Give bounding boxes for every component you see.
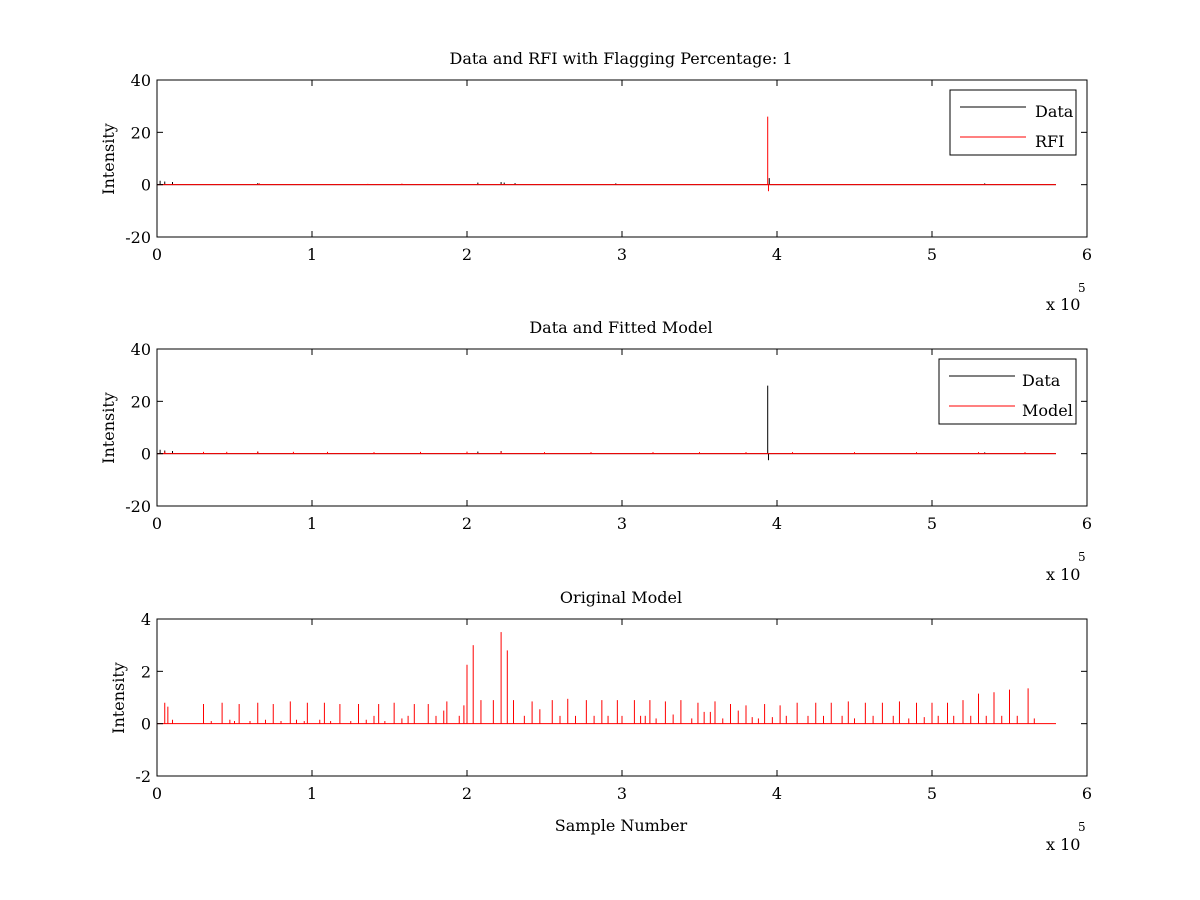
subplot-2-ylabel: Intensity	[99, 392, 118, 464]
subplot-3-ytick-label: -2	[135, 767, 151, 786]
subplot-1-x-multiplier: x 10	[1046, 295, 1080, 314]
subplot-2-xtick-label: 6	[1082, 514, 1092, 533]
subplot-3-ytick-label: 0	[141, 715, 151, 734]
subplot-2-xtick-label: 1	[307, 514, 317, 533]
subplot-1-xtick-label: 1	[307, 245, 317, 264]
subplot-1-ytick-label: 0	[141, 176, 151, 195]
subplot-2-plot	[157, 385, 1056, 461]
subplot-1-xtick-label: 2	[462, 245, 472, 264]
subplot-3-ytick-label: 2	[141, 662, 151, 681]
subplot-2-title: Data and Fitted Model	[529, 318, 712, 337]
subplot-2-x-multiplier: x 10	[1046, 565, 1080, 584]
subplot-2-legend-label-1: Model	[1022, 401, 1073, 420]
subplot-3-x-multiplier-exponent: 5	[1078, 820, 1086, 834]
subplot-3-xtick-label: 5	[927, 784, 937, 803]
subplot-1-ytick-label: 20	[131, 123, 151, 142]
subplot-1-x-multiplier-exponent: 5	[1078, 281, 1086, 295]
subplot-1-ytick-label: -20	[125, 228, 151, 247]
subplot-1: Data and RFI with Flagging Percentage: 1…	[99, 49, 1092, 314]
subplot-1-legend-label-1: RFI	[1035, 132, 1064, 151]
subplot-3-xtick-label: 3	[617, 784, 627, 803]
subplot-3-title: Original Model	[560, 588, 682, 607]
subplot-1-legend-box	[949, 89, 1077, 156]
subplot-1-legend-label-0: Data	[1035, 102, 1074, 121]
subplot-3-series-0	[157, 632, 1056, 725]
subplot-2-xtick-label: 3	[617, 514, 627, 533]
subplot-3-xtick-label: 4	[772, 784, 782, 803]
subplot-1-xtick-label: 3	[617, 245, 627, 264]
subplot-3-xlabel: Sample Number	[555, 816, 688, 835]
subplot-2-xtick-label: 2	[462, 514, 472, 533]
subplot-2-ytick-label: 0	[141, 445, 151, 464]
subplot-2-legend: Data Model	[938, 358, 1077, 425]
subplot-1-xtick-label: 6	[1082, 245, 1092, 264]
subplot-3-ylabel: Intensity	[109, 662, 128, 734]
subplot-3-xtick-label: 0	[152, 784, 162, 803]
subplot-2-xtick-label: 4	[772, 514, 782, 533]
subplot-3-x-multiplier: x 10	[1046, 835, 1080, 854]
subplot-1-series-1	[157, 116, 1056, 192]
subplot-1-xtick-label: 4	[772, 245, 782, 264]
subplot-1-ylabel: Intensity	[99, 123, 118, 195]
subplot-1-xtick-label: 0	[152, 245, 162, 264]
subplot-1-plot	[157, 116, 1056, 192]
subplot-1-ytick-label: 40	[131, 71, 151, 90]
subplot-2-xtick-label: 5	[927, 514, 937, 533]
subplot-2-ytick-label: -20	[125, 497, 151, 516]
subplot-2-legend-label-0: Data	[1022, 371, 1061, 390]
subplot-3-plot	[157, 632, 1056, 725]
subplot-3-xtick-label: 6	[1082, 784, 1092, 803]
subplot-1-xtick-label: 5	[927, 245, 937, 264]
subplot-2-series-1	[157, 451, 1056, 455]
subplot-2-xtick-label: 0	[152, 514, 162, 533]
subplot-2-legend-box	[938, 358, 1077, 425]
subplot-3-ytick-label: 4	[141, 610, 151, 629]
subplot-2-ytick-label: 20	[131, 392, 151, 411]
subplot-1-legend: Data RFI	[949, 89, 1077, 156]
subplot-3-xtick-label: 2	[462, 784, 472, 803]
subplot-2-ytick-label: 40	[131, 340, 151, 359]
subplot-2-x-multiplier-exponent: 5	[1078, 550, 1086, 564]
subplot-3-xtick-label: 1	[307, 784, 317, 803]
subplot-1-title: Data and RFI with Flagging Percentage: 1	[449, 49, 792, 68]
